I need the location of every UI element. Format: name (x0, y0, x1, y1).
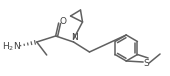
Text: S: S (143, 59, 149, 67)
Text: O: O (59, 17, 66, 27)
Text: N: N (71, 34, 78, 42)
Text: H$_2$N: H$_2$N (2, 41, 21, 53)
